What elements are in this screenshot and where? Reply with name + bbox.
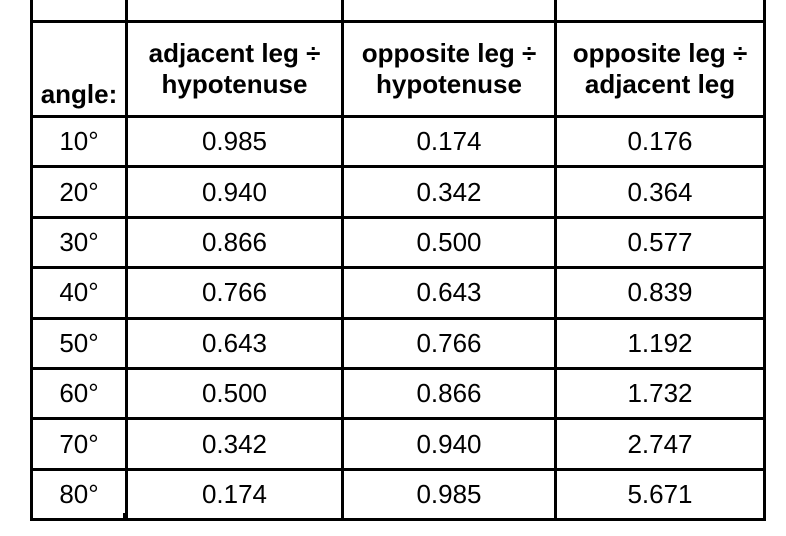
opp-hyp-cell: 0.866 <box>341 366 557 421</box>
adj-hyp-cell: 0.174 <box>125 467 344 522</box>
opp-adj-cell: 0.176 <box>554 114 766 169</box>
column-header-opposite-over-adjacent: opposite leg ÷ adjacent leg <box>554 20 766 118</box>
adj-hyp-cell: 0.766 <box>125 266 344 320</box>
header-line-2: adjacent leg <box>584 69 736 99</box>
grid-line-stub <box>123 513 126 520</box>
cutoff-cell <box>341 0 557 23</box>
table-row: 80° 0.174 0.985 5.671 <box>30 467 766 522</box>
table-row: 40° 0.766 0.643 0.839 <box>30 266 766 320</box>
table-row: 20° 0.940 0.342 0.364 <box>30 165 766 219</box>
header-line-2: hypotenuse <box>376 69 522 99</box>
table-row: 70° 0.342 0.940 2.747 <box>30 417 766 471</box>
opp-hyp-cell: 0.766 <box>341 316 557 370</box>
adj-hyp-cell: 0.985 <box>125 114 344 169</box>
opp-hyp-cell: 0.342 <box>341 165 557 219</box>
adj-hyp-cell: 0.342 <box>125 417 344 471</box>
opp-adj-cell: 0.364 <box>554 165 766 219</box>
opp-hyp-cell: 0.985 <box>341 467 557 522</box>
table-row: 60° 0.500 0.866 1.732 <box>30 366 766 421</box>
adj-hyp-cell: 0.940 <box>125 165 344 219</box>
angle-cell: 30° <box>30 215 128 270</box>
angle-cell: 80° <box>30 467 128 522</box>
opp-adj-cell: 5.671 <box>554 467 766 522</box>
adj-hyp-cell: 0.643 <box>125 316 344 370</box>
opp-adj-cell: 0.839 <box>554 266 766 320</box>
angle-cell: 40° <box>30 266 128 320</box>
header-line-1: opposite leg ÷ <box>572 38 748 68</box>
opp-hyp-cell: 0.500 <box>341 215 557 270</box>
opp-adj-cell: 0.577 <box>554 215 766 270</box>
column-header-opposite-over-hypotenuse: opposite leg ÷ hypotenuse <box>341 20 557 118</box>
opp-adj-cell: 2.747 <box>554 417 766 471</box>
table-row: 30° 0.866 0.500 0.577 <box>30 215 766 270</box>
adj-hyp-cell: 0.866 <box>125 215 344 270</box>
trig-ratio-table: angle: adjacent leg ÷ hypotenuse opposit… <box>30 0 766 522</box>
angle-cell: 20° <box>30 165 128 219</box>
cutoff-cell <box>30 0 128 23</box>
opp-hyp-cell: 0.940 <box>341 417 557 471</box>
opp-adj-cell: 1.732 <box>554 366 766 421</box>
column-header-adjacent-over-hypotenuse: adjacent leg ÷ hypotenuse <box>125 20 344 118</box>
cutoff-cell <box>554 0 766 23</box>
table-row: 50° 0.643 0.766 1.192 <box>30 316 766 370</box>
cutoff-cell <box>125 0 344 23</box>
angle-cell: 70° <box>30 417 128 471</box>
opp-hyp-cell: 0.174 <box>341 114 557 169</box>
header-line-2: hypotenuse <box>161 69 308 99</box>
opp-adj-cell: 1.192 <box>554 316 766 370</box>
table-row: 10° 0.985 0.174 0.176 <box>30 114 766 169</box>
angle-cell: 60° <box>30 366 128 421</box>
table-row-cutoff <box>30 0 766 23</box>
table-header-row: angle: adjacent leg ÷ hypotenuse opposit… <box>30 20 766 118</box>
header-line-1: opposite leg ÷ <box>361 38 537 68</box>
column-header-angle: angle: <box>30 20 128 118</box>
header-line-1: adjacent leg ÷ <box>148 38 321 68</box>
angle-cell: 50° <box>30 316 128 370</box>
grid-line-stub <box>30 513 33 520</box>
adj-hyp-cell: 0.500 <box>125 366 344 421</box>
angle-cell: 10° <box>30 114 128 169</box>
opp-hyp-cell: 0.643 <box>341 266 557 320</box>
